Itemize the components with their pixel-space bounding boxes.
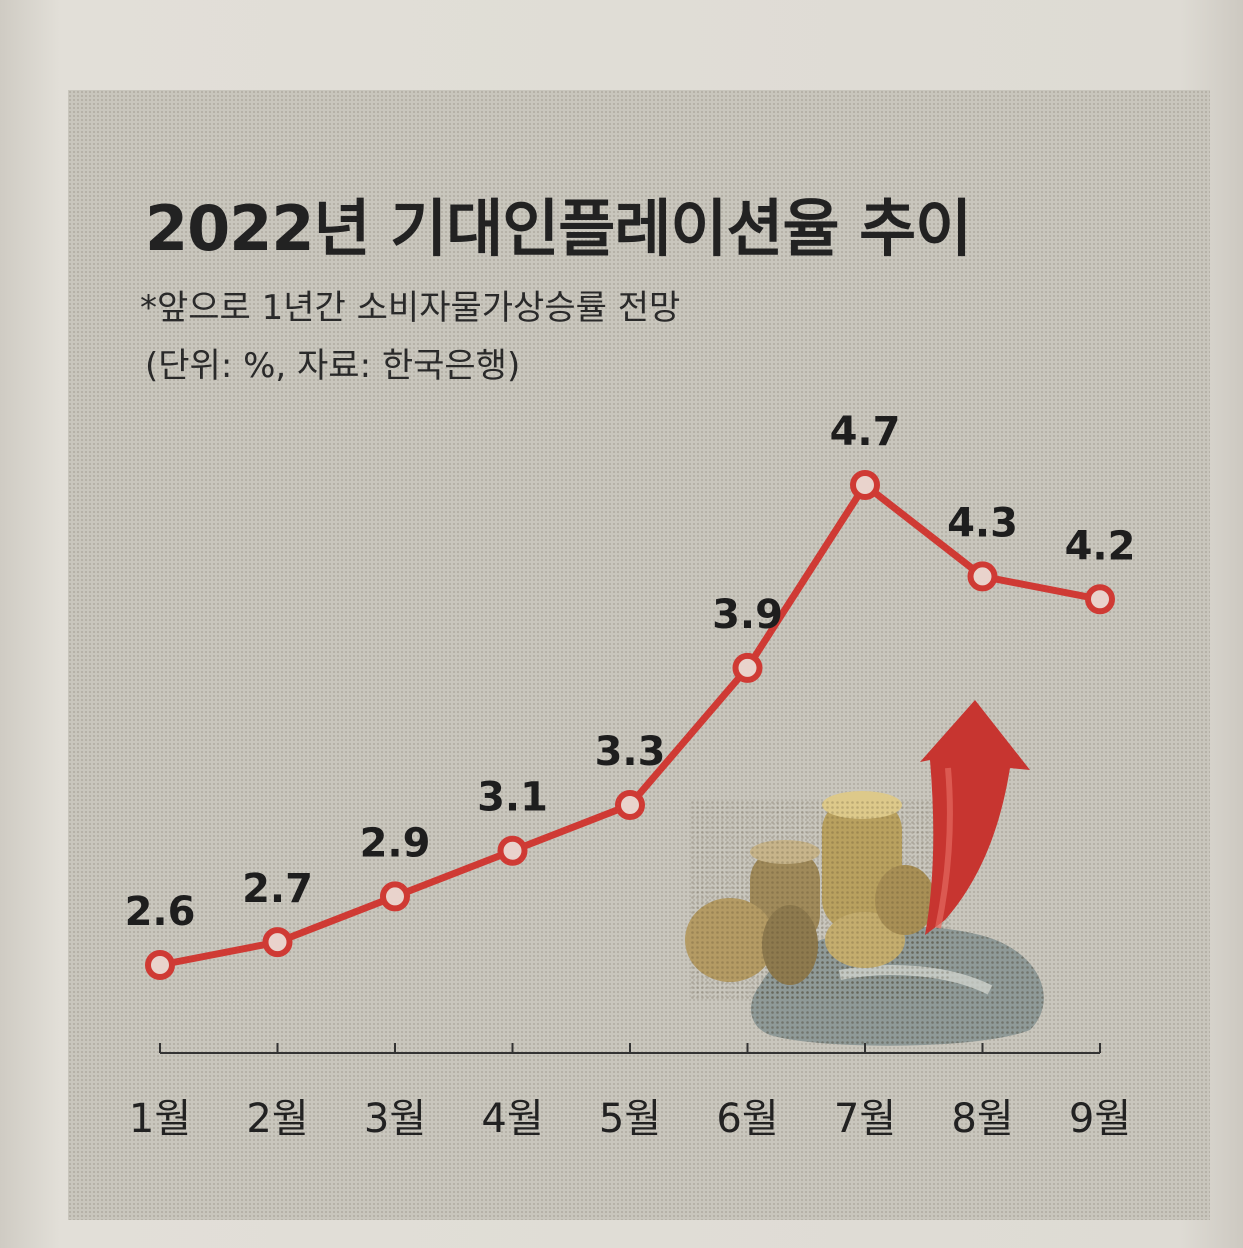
chart-title: 2022년 기대인플레이션율 추이 xyxy=(145,192,972,265)
coin-stacks-icon xyxy=(685,791,950,1000)
data-point xyxy=(262,927,293,958)
x-tick-label: 1월 xyxy=(129,1096,191,1142)
data-point xyxy=(732,652,763,683)
data-label: 2.7 xyxy=(242,866,313,912)
data-label: 3.3 xyxy=(595,729,666,775)
red-up-arrow-icon xyxy=(920,700,1030,935)
data-point xyxy=(1085,584,1115,615)
unit-source-note: (단위: %, 자료: 한국은행) xyxy=(145,346,521,386)
x-tick-label: 5월 xyxy=(599,1096,661,1142)
data-point xyxy=(497,835,528,866)
x-tick-label: 6월 xyxy=(716,1096,778,1142)
x-tick-label: 7월 xyxy=(834,1096,896,1142)
data-label: 2.9 xyxy=(360,820,431,866)
data-label: 4.2 xyxy=(1065,523,1136,569)
data-point xyxy=(615,790,645,820)
data-label: 2.6 xyxy=(125,889,196,935)
x-tick-label: 9월 xyxy=(1069,1096,1131,1142)
data-label: 4.3 xyxy=(947,500,1018,546)
data-label: 4.7 xyxy=(830,409,901,455)
coins-bag-red-up-arrow-icon xyxy=(685,700,1044,1046)
chart-subtitle: *앞으로 1년간 소비자물가상승률 전망 xyxy=(140,288,681,328)
data-point xyxy=(145,950,175,980)
x-tick-label: 3월 xyxy=(364,1096,426,1142)
data-point xyxy=(967,561,998,592)
x-tick-label: 2월 xyxy=(246,1096,308,1142)
data-point xyxy=(380,881,410,912)
data-label: 3.9 xyxy=(712,592,783,638)
x-tick-label: 8월 xyxy=(951,1096,1013,1142)
data-label: 3.1 xyxy=(477,775,548,821)
x-tick-label: 4월 xyxy=(481,1096,543,1142)
data-point xyxy=(850,470,880,500)
